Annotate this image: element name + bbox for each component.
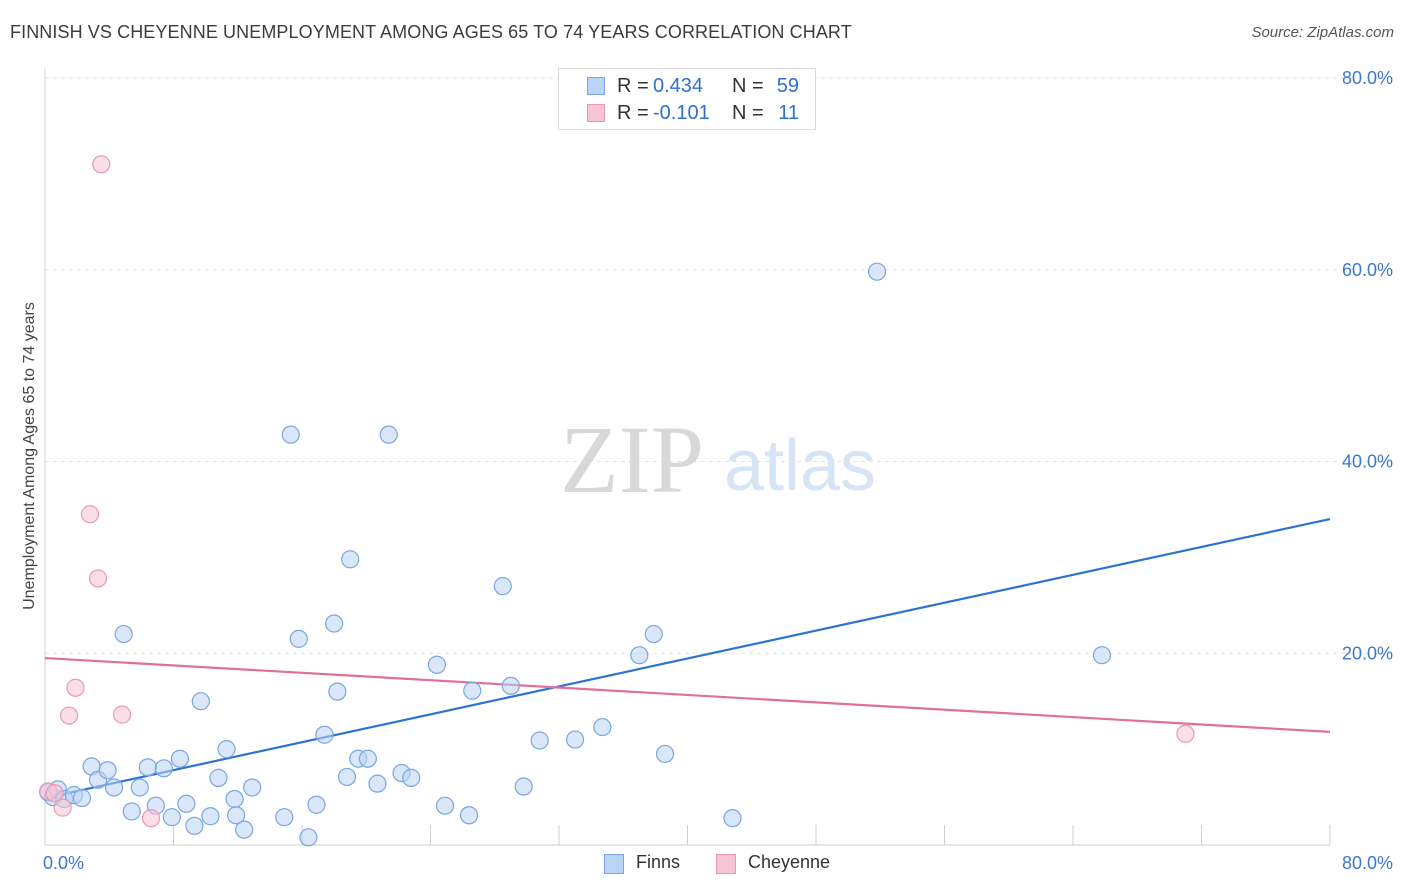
finns-point [315,725,334,744]
cheyenne-point [88,569,108,588]
cheyenne-swatch [716,854,736,874]
watermark: ZIP atlas [560,406,876,513]
y-tick-label: 80.0% [1342,68,1393,88]
cheyenne-point [92,155,111,174]
finns-swatch [604,854,624,874]
finns-point [299,828,318,847]
gridlines [45,77,1393,654]
finns-point [104,778,124,797]
cheyenne-point [112,705,132,724]
legend-stats: R = 0.434 N = 59 R = -0.101 N = 11 [558,68,816,130]
legend-r-label: R = [617,102,649,124]
finns-trend-line [44,517,1331,800]
finns-point [177,794,196,813]
finns-point [530,731,549,750]
finns-point [275,808,294,827]
finns-point [644,624,663,644]
finns-point [402,768,421,787]
legend-r-value: 0.434 [653,75,704,97]
finns-point [138,758,157,777]
finns-point [337,767,357,787]
finns-point [162,808,181,827]
finns-point [98,761,117,780]
source-label: Source: ZipAtlas.com [1251,24,1394,41]
cheyenne-swatch [587,104,605,122]
cheyenne-point [59,706,79,725]
cheyenne-point [53,798,72,817]
watermark-zip: ZIP [560,406,704,513]
finns-point [289,629,308,648]
watermark-atlas: atlas [724,426,876,506]
finns-point [72,788,92,808]
legend-label-cheyenne: Cheyenne [748,852,831,872]
trend-lines [44,517,1331,800]
finns-point [341,550,360,569]
finns-point [281,425,300,444]
legend-n-label: N = [732,75,764,97]
finns-point [225,789,244,809]
finns-point [435,796,455,815]
finns-point [358,749,377,768]
cheyenne-point [45,784,64,803]
data-points [39,155,1195,847]
finns-point [227,806,246,825]
finns-point [368,774,387,793]
finns-point [154,759,173,778]
cheyenne-point [141,809,161,828]
x-tick-label: 0.0% [43,853,84,873]
y-tick-label: 60.0% [1342,260,1393,280]
finns-point [501,676,520,695]
finns-point [307,795,326,814]
finns-point [235,820,254,839]
finns-point [328,682,347,701]
y-tick-label: 20.0% [1342,643,1393,663]
finns-point [593,717,612,737]
y-tick-label: 40.0% [1342,452,1393,472]
legend-n-value: 59 [776,75,799,97]
finns-point [867,262,887,281]
finns-point [723,809,742,828]
finns-point [379,425,398,444]
finns-point [325,614,344,633]
axes [44,68,1331,846]
finns-point [209,768,228,787]
cheyenne-point [66,678,85,697]
tick-labels: 20.0% 40.0% 60.0% 80.0% 0.0% 80.0% [43,68,1393,873]
finns-point [459,806,479,825]
finns-point [191,692,210,711]
finns-point [170,749,190,768]
finns-point [514,777,533,796]
finns-point [201,807,220,826]
finns-point [463,681,482,700]
cheyenne-trend-line [44,656,1331,733]
finns-point [130,778,149,797]
legend-r-value: -0.101 [653,102,710,124]
finns-point [1092,646,1112,665]
finns-point [243,778,262,797]
finns-point [427,655,447,674]
finns-point [565,730,585,749]
finns-point [122,802,141,821]
legend-n-value: 11 [778,102,799,124]
cheyenne-point [80,505,100,524]
cheyenne-point [1176,724,1195,743]
finns-point [185,816,204,835]
chart-title: FINNISH VS CHEYENNE UNEMPLOYMENT AMONG A… [10,22,852,42]
finns-swatch [587,77,605,95]
finns-point [655,744,675,764]
legend-label-finns: Finns [636,852,681,872]
x-tick-label: 80.0% [1342,853,1393,873]
finns-point [630,646,649,665]
finns-point [217,740,236,759]
legend-n-label: N = [732,102,764,124]
finns-point [493,577,512,596]
y-axis-label: Unemployment Among Ages 65 to 74 years [21,302,38,610]
legend-r-label: R = [617,75,649,97]
finns-point [114,624,133,644]
